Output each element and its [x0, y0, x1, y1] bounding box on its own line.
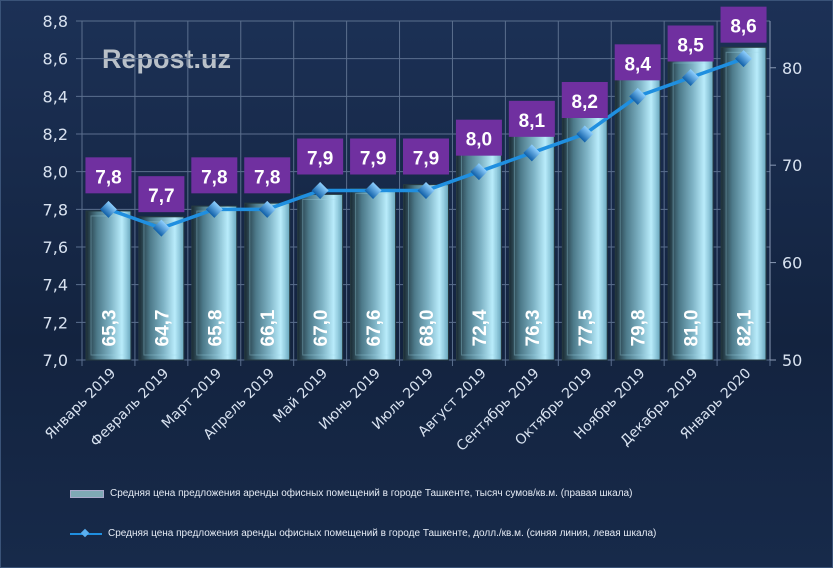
left-tick-label: 7,8 — [43, 200, 68, 219]
line-value-label: 7,7 — [148, 186, 174, 207]
left-tick-label: 7,4 — [43, 276, 68, 295]
line-marker — [576, 125, 594, 143]
line-marker — [205, 200, 223, 218]
line-value-label: 8,6 — [730, 17, 756, 38]
left-tick-label: 8,8 — [43, 12, 68, 31]
right-tick-label: 50 — [782, 351, 802, 370]
left-tick-label: 8,0 — [43, 163, 68, 182]
bar — [138, 216, 185, 361]
bar-value-label: 77,5 — [576, 309, 597, 346]
left-tick-label: 7,6 — [43, 238, 68, 257]
line-marker — [523, 144, 541, 162]
line-value-label: 7,9 — [307, 149, 333, 170]
line-value-label: 7,9 — [360, 149, 386, 170]
bar — [720, 46, 767, 361]
line-marker — [311, 182, 329, 199]
bar-value-label: 76,3 — [523, 310, 544, 347]
line-marker — [258, 200, 276, 218]
line-label-box — [138, 176, 185, 213]
right-tick-label: 80 — [782, 59, 802, 78]
legend-bar-swatch — [70, 489, 104, 498]
right-tick-label: 70 — [782, 156, 802, 175]
bar — [667, 57, 714, 361]
bar — [244, 202, 291, 361]
bar-value-label: 72,4 — [470, 309, 491, 346]
bar-value-label: 79,8 — [629, 310, 650, 347]
line-label-box — [191, 157, 238, 194]
line-value-label: 7,8 — [254, 167, 280, 188]
line-label-box — [455, 119, 502, 156]
line-marker — [682, 69, 700, 86]
bar-value-label: 66,1 — [258, 309, 279, 346]
legend-line-swatch — [70, 528, 102, 537]
bar-value-label: 81,0 — [682, 310, 703, 347]
left-tick-label: 8,2 — [43, 125, 68, 144]
line-value-label: 7,8 — [95, 167, 121, 188]
line-value-label: 8,5 — [677, 36, 704, 57]
line-marker — [364, 182, 382, 199]
line-label-box — [85, 157, 132, 194]
line-value-label: 8,0 — [466, 130, 492, 151]
bar-value-label: 67,6 — [364, 310, 385, 347]
bar-value-label: 67,0 — [311, 310, 332, 347]
bar — [191, 205, 238, 361]
line-marker — [629, 87, 647, 105]
bar-value-label: 68,0 — [417, 310, 438, 347]
legend-line: Средняя цена предложения аренды офисных … — [70, 528, 656, 539]
left-tick-label: 8,6 — [43, 50, 68, 69]
bar-value-label: 65,3 — [99, 310, 120, 347]
line-value-label: 8,2 — [572, 92, 598, 113]
bar — [614, 69, 661, 361]
line-value-label: 7,8 — [201, 167, 227, 188]
line-label-box — [667, 25, 714, 62]
bar-bevel — [302, 198, 339, 356]
line-marker — [99, 200, 117, 218]
line-marker — [735, 50, 753, 68]
line-marker — [152, 219, 170, 237]
bar-value-label: 65,8 — [205, 310, 226, 347]
line-label-box — [350, 138, 397, 175]
bar — [297, 193, 344, 361]
line-label-box — [720, 6, 767, 43]
line-marker — [470, 163, 488, 181]
line-value-label: 7,9 — [413, 149, 439, 170]
line-label-box — [244, 157, 291, 194]
right-tick-label: 60 — [782, 254, 802, 273]
left-tick-label: 7,0 — [43, 351, 68, 370]
legend-bars: Средняя цена предложения аренды офисных … — [70, 488, 632, 499]
legend-line-label: Средняя цена предложения аренды офисных … — [108, 528, 657, 539]
line-label-box — [297, 138, 344, 175]
line-label-box — [403, 138, 449, 175]
legend-bar-label: Средняя цена предложения аренды офисных … — [110, 488, 633, 499]
bar-bevel — [672, 62, 709, 356]
line-label-box — [508, 100, 555, 137]
bar — [85, 210, 132, 361]
bar-value-label: 64,7 — [152, 310, 173, 347]
line-value-label: 8,4 — [624, 54, 651, 75]
bar — [403, 184, 449, 361]
line-label-box — [614, 44, 661, 81]
line-marker — [417, 182, 435, 199]
line-label-box — [561, 82, 608, 118]
bar-value-label: 82,1 — [735, 309, 756, 346]
line-value-label: 8,1 — [519, 111, 546, 132]
left-tick-label: 7,2 — [43, 313, 68, 332]
left-tick-label: 8,4 — [43, 87, 68, 106]
